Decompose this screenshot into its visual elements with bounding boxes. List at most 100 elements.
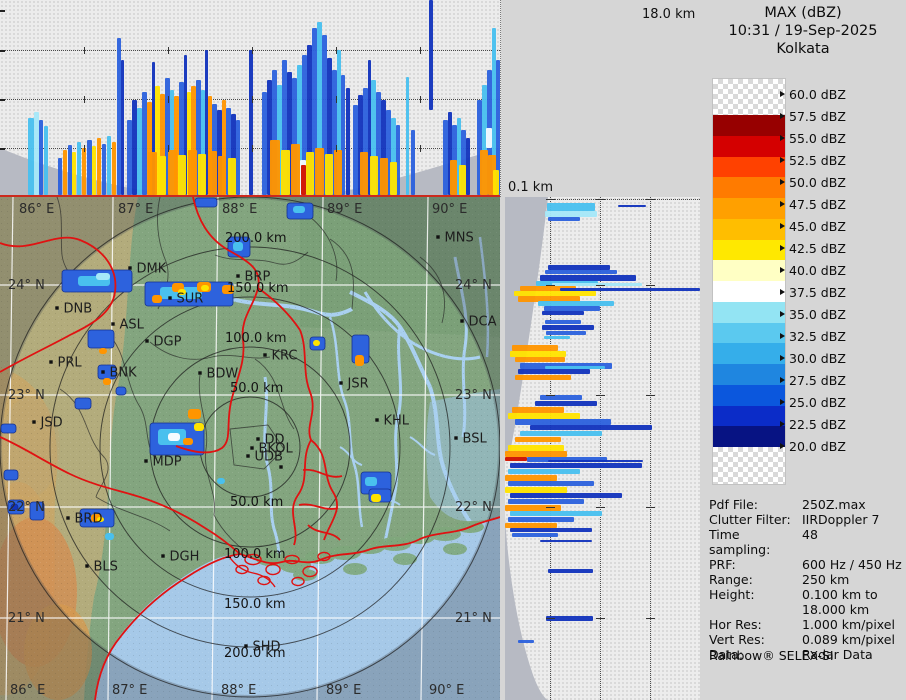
echo-bar <box>505 457 527 461</box>
longitude-label: 90° E <box>432 202 467 217</box>
echo-bar <box>544 306 600 311</box>
echo-bar <box>39 120 43 195</box>
legend-block <box>713 156 785 178</box>
city-dot <box>55 306 59 310</box>
axis-tick <box>0 10 5 12</box>
latitude-label: 23° N <box>8 388 45 403</box>
echo-bar <box>174 96 179 195</box>
precip-cell <box>293 206 305 213</box>
longitude-label: 89° E <box>326 683 361 698</box>
echo-bar <box>301 165 306 195</box>
echo-bar <box>327 58 332 195</box>
grid-tick <box>336 47 337 54</box>
echo-bar <box>165 78 170 195</box>
grid-tick <box>84 145 85 152</box>
ring-distance-label: 200.0 km <box>225 231 287 246</box>
city-dot <box>128 266 132 270</box>
latitude-label: 24° N <box>8 278 45 293</box>
echo-bar <box>520 286 576 291</box>
echo-bar <box>208 151 217 195</box>
metadata-value: 1.000 km/pixel <box>802 617 895 632</box>
grid-tick <box>420 96 421 103</box>
echo-bar <box>267 80 272 195</box>
echo-bar <box>44 126 48 195</box>
echo-bar <box>332 70 337 195</box>
echo-bar <box>353 105 358 195</box>
city-dot <box>198 371 202 375</box>
echo-bar <box>520 431 602 436</box>
grid-tick <box>168 96 169 103</box>
precip-cell <box>168 433 180 441</box>
echo-bar <box>450 160 457 195</box>
axis-tick <box>0 99 5 101</box>
metadata-label: PRF: <box>709 557 736 572</box>
legend-entry: 37.5 dBZ <box>780 285 846 300</box>
echo-bar <box>287 72 292 195</box>
precip-cell <box>201 285 209 291</box>
precip-cell <box>365 477 377 486</box>
echo-bar <box>515 419 611 425</box>
echo-bar <box>496 60 500 195</box>
echo-bar <box>272 70 277 195</box>
metadata-label: Height: <box>709 587 755 602</box>
metadata-value: Radar Data <box>802 647 873 662</box>
metadata-value: 0.089 km/pixel <box>802 632 895 647</box>
grid-tick <box>252 145 253 152</box>
city-label: UDB <box>255 450 283 465</box>
metadata-label: Hor Res: <box>709 617 762 632</box>
city-label: KHL <box>384 414 410 429</box>
echo-bar <box>201 90 205 195</box>
echo-bar <box>545 211 597 217</box>
echo-bar <box>518 369 590 374</box>
longitude-label: 88° E <box>222 202 257 217</box>
echo-bar <box>510 528 592 532</box>
echo-bar <box>540 395 582 400</box>
echo-bar <box>512 533 558 537</box>
legend-block <box>713 239 785 261</box>
longitude-label: 88° E <box>221 683 256 698</box>
legend-entry: 40.0 dBZ <box>780 263 846 278</box>
legend-entry: 42.5 dBZ <box>780 241 846 256</box>
radar-map: MNS DMK BRP DNB SUR DCA ASL DGP KRC PRL BNK BDW JSR J… <box>0 197 500 700</box>
echo-bar <box>429 0 433 110</box>
ring-distance-label: 150.0 km <box>224 597 286 612</box>
legend-block <box>713 115 785 136</box>
city-dot <box>111 322 115 326</box>
echo-bar <box>515 437 561 442</box>
echo-bar <box>510 463 642 468</box>
echo-bar <box>466 138 470 195</box>
echo-bar <box>552 283 642 286</box>
echo-bar <box>510 511 602 516</box>
echo-bar <box>545 366 605 369</box>
city-label: BDW <box>207 367 239 382</box>
echo-bar <box>212 104 217 195</box>
echo-bar <box>317 22 322 195</box>
legend-colorbar <box>712 78 786 485</box>
echo-bar <box>228 158 236 195</box>
metadata-value: 48 <box>802 527 818 542</box>
graticule-labels: 86° E 86° E 87° E 87° E 88° E 88° E 89° E 89° E… <box>8 202 492 698</box>
echo-bar <box>542 325 594 330</box>
precipitation-cells <box>0 197 392 540</box>
echo-bar <box>486 128 492 148</box>
grid-tick <box>596 618 605 619</box>
height-axis-min-label: 0.1 km <box>508 180 553 195</box>
echo-bar <box>380 158 388 195</box>
legend-entry: 35.0 dBZ <box>780 307 846 322</box>
legend-entry: 57.5 dBZ <box>780 109 846 124</box>
metadata-label: Vert Res: <box>709 632 765 647</box>
echo-bar <box>508 445 564 451</box>
range-ring-labels: 200.0 km 150.0 km 100.0 km 50.0 km 50.0 km 10… <box>224 231 289 661</box>
longitude-label: 89° E <box>327 202 362 217</box>
echo-bar <box>58 158 62 195</box>
city-label: DGH <box>170 550 200 565</box>
echo-bar <box>306 152 314 195</box>
echo-bar <box>358 95 363 195</box>
legend-entry: 47.5 dBZ <box>780 197 846 212</box>
echo-bar <box>312 28 317 195</box>
metadata-row: Height: 0.100 km to 18.000 km <box>709 587 904 617</box>
metadata-row: Time sampling: 48 <box>709 527 904 557</box>
echo-bar <box>505 523 557 528</box>
legend-entry: 32.5 dBZ <box>780 329 846 344</box>
echo-bar <box>535 401 597 406</box>
